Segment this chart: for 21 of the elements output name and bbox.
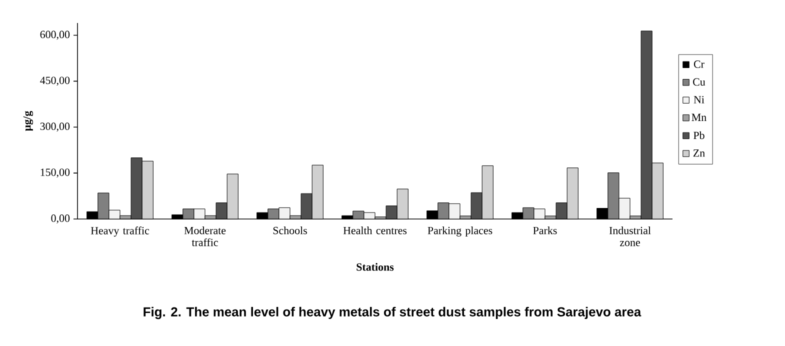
legend-label: Cu	[693, 78, 706, 86]
x-tick-label: Industrial zone	[609, 226, 651, 246]
y-tick-label: 150,00	[40, 168, 70, 178]
x-tick-label: Health centres	[343, 226, 407, 234]
y-tick-label: 450,00	[40, 76, 70, 86]
x-tick-label: Heavy traffic	[90, 226, 150, 237]
x-tick-label: Schools	[273, 226, 307, 234]
legend-label: Zn	[693, 150, 705, 157]
x-tick-label: Parking places	[428, 226, 492, 236]
x-axis-title: Stations	[356, 263, 394, 271]
y-axis-title: µg/g	[23, 110, 34, 131]
y-tick-label: 300,00	[40, 122, 70, 132]
x-tick-label: Parks	[533, 226, 557, 234]
text: Fig. 2. The mean level of heavy metals of street dust samples from Sarajevo area	[144, 306, 642, 320]
legend-label: Pb	[694, 131, 704, 140]
x-tick-label: Moderate traffic	[184, 226, 226, 246]
y-tick-label: 0,00	[51, 214, 70, 224]
legend-label: Mn	[692, 114, 706, 121]
legend-label: Cr	[694, 60, 704, 68]
y-tick-label: 600,00	[40, 30, 70, 40]
legend-label: Ni	[694, 96, 704, 104]
